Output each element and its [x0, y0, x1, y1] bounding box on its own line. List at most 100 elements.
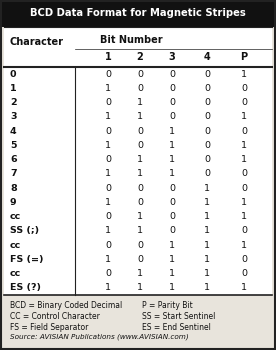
Text: ES (?): ES (?) — [10, 284, 41, 292]
Text: 0: 0 — [204, 112, 210, 121]
Text: 0: 0 — [169, 84, 175, 93]
Text: 8: 8 — [10, 184, 17, 192]
Text: 7: 7 — [10, 169, 17, 178]
Text: Bit Number: Bit Number — [100, 35, 163, 45]
Text: 1: 1 — [169, 240, 175, 250]
Text: 0: 0 — [241, 98, 247, 107]
Text: 1: 1 — [241, 198, 247, 207]
Text: 0: 0 — [105, 70, 111, 79]
Text: Character: Character — [10, 37, 64, 47]
Text: FS = Field Separator: FS = Field Separator — [10, 323, 88, 332]
Text: 4: 4 — [204, 52, 210, 62]
Text: SS (;): SS (;) — [10, 226, 39, 235]
Text: 1: 1 — [137, 269, 143, 278]
Text: 0: 0 — [241, 269, 247, 278]
Text: 0: 0 — [204, 141, 210, 150]
Text: 0: 0 — [241, 127, 247, 135]
Text: 1: 1 — [204, 226, 210, 235]
Text: 1: 1 — [241, 70, 247, 79]
Text: CC = Control Character: CC = Control Character — [10, 312, 100, 321]
Text: 0: 0 — [137, 70, 143, 79]
Text: 1: 1 — [169, 255, 175, 264]
Text: 1: 1 — [169, 284, 175, 292]
Text: 0: 0 — [204, 169, 210, 178]
Text: 3: 3 — [169, 52, 175, 62]
Text: 1: 1 — [105, 52, 112, 62]
FancyBboxPatch shape — [0, 0, 276, 27]
Text: 1: 1 — [105, 255, 111, 264]
Text: 1: 1 — [137, 155, 143, 164]
Text: 0: 0 — [241, 184, 247, 192]
Text: 1: 1 — [204, 198, 210, 207]
Text: 1: 1 — [105, 112, 111, 121]
Text: 0: 0 — [105, 127, 111, 135]
Text: 6: 6 — [10, 155, 17, 164]
Text: 1: 1 — [204, 184, 210, 192]
Text: P: P — [240, 52, 248, 62]
Text: 1: 1 — [169, 269, 175, 278]
Text: 0: 0 — [105, 240, 111, 250]
Text: ES = End Sentinel: ES = End Sentinel — [142, 323, 211, 332]
Text: 1: 1 — [137, 212, 143, 221]
Text: 1: 1 — [105, 141, 111, 150]
Text: 0: 0 — [10, 70, 17, 79]
Text: 0: 0 — [204, 84, 210, 93]
Text: 1: 1 — [241, 212, 247, 221]
Text: 0: 0 — [137, 127, 143, 135]
Text: 0: 0 — [105, 269, 111, 278]
Text: 0: 0 — [105, 98, 111, 107]
Text: 1: 1 — [169, 127, 175, 135]
Text: cc: cc — [10, 212, 21, 221]
Text: 1: 1 — [105, 198, 111, 207]
Text: BCD = Binary Coded Decimal: BCD = Binary Coded Decimal — [10, 301, 122, 310]
Text: Source: AVISIAN Publications (www.AVISIAN.com): Source: AVISIAN Publications (www.AVISIA… — [10, 334, 189, 340]
Text: 0: 0 — [169, 198, 175, 207]
Text: 0: 0 — [241, 84, 247, 93]
Text: 9: 9 — [10, 198, 17, 207]
Text: 1: 1 — [137, 284, 143, 292]
Text: 1: 1 — [137, 226, 143, 235]
Text: 2: 2 — [10, 98, 17, 107]
Text: 1: 1 — [105, 169, 111, 178]
Text: 1: 1 — [169, 155, 175, 164]
Text: 0: 0 — [137, 198, 143, 207]
Text: 0: 0 — [169, 226, 175, 235]
Text: 0: 0 — [204, 155, 210, 164]
Text: 1: 1 — [105, 226, 111, 235]
Text: 0: 0 — [241, 255, 247, 264]
Text: 1: 1 — [204, 212, 210, 221]
Text: cc: cc — [10, 240, 21, 250]
Text: 1: 1 — [137, 169, 143, 178]
Text: 0: 0 — [169, 184, 175, 192]
Text: 0: 0 — [241, 169, 247, 178]
Text: SS = Start Sentinel: SS = Start Sentinel — [142, 312, 215, 321]
Text: 1: 1 — [137, 98, 143, 107]
Text: 1: 1 — [204, 284, 210, 292]
Text: 0: 0 — [204, 98, 210, 107]
Text: 0: 0 — [169, 212, 175, 221]
Text: BCD Data Format for Magnetic Stripes: BCD Data Format for Magnetic Stripes — [30, 8, 246, 19]
Text: 1: 1 — [241, 155, 247, 164]
Text: 0: 0 — [137, 141, 143, 150]
Text: 0: 0 — [105, 184, 111, 192]
Text: 0: 0 — [169, 112, 175, 121]
Text: 0: 0 — [137, 240, 143, 250]
Text: 1: 1 — [204, 269, 210, 278]
Text: 1: 1 — [241, 112, 247, 121]
Text: FS (=): FS (=) — [10, 255, 44, 264]
Text: 0: 0 — [204, 70, 210, 79]
Text: 0: 0 — [137, 184, 143, 192]
Text: 0: 0 — [137, 84, 143, 93]
Text: 1: 1 — [241, 141, 247, 150]
Text: 1: 1 — [169, 141, 175, 150]
Text: 0: 0 — [204, 127, 210, 135]
Text: 0: 0 — [105, 155, 111, 164]
Text: 0: 0 — [105, 212, 111, 221]
Text: 0: 0 — [169, 70, 175, 79]
Text: 2: 2 — [137, 52, 143, 62]
Text: 1: 1 — [10, 84, 17, 93]
Text: 1: 1 — [105, 284, 111, 292]
Text: 1: 1 — [169, 169, 175, 178]
Text: 1: 1 — [204, 255, 210, 264]
Text: 1: 1 — [105, 84, 111, 93]
